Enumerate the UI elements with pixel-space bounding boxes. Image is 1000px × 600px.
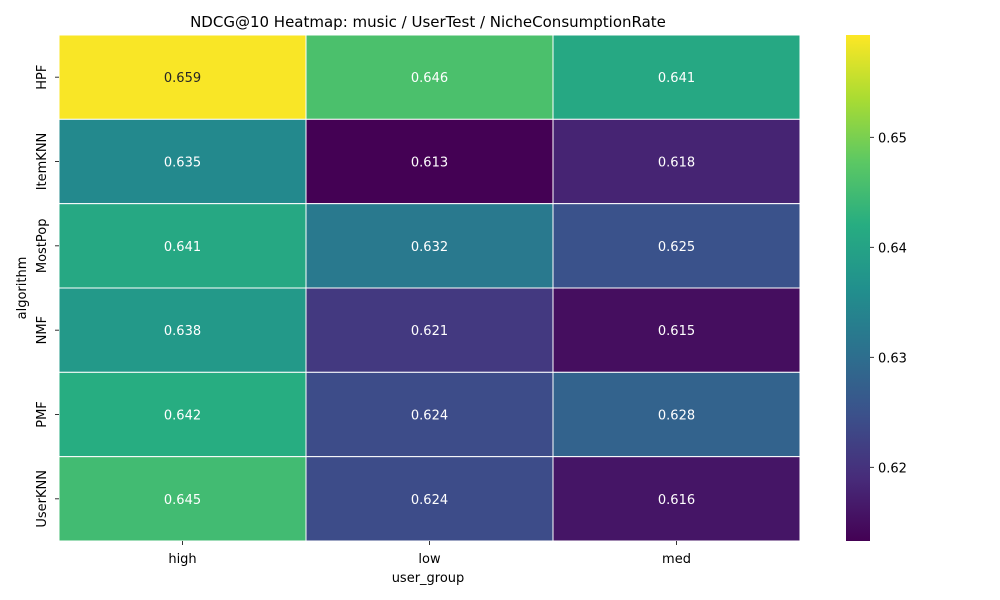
cell-value-label: 0.641 [658,71,695,86]
x-tick-label: med [662,552,691,567]
cell-value-label: 0.621 [411,324,448,339]
colorbar-ticks: 0.62 0.63 0.64 0.65 [870,131,907,476]
heatmap-cell [552,287,801,373]
colorbar-tick-label: 0.63 [878,351,907,366]
heatmap-cell [305,34,554,120]
y-tick-label: UserKNN [35,470,50,528]
heatmap-cell [58,371,307,458]
colorbar [846,35,870,541]
cell-value-label: 0.625 [658,240,695,255]
heatmap-cell [552,371,801,458]
chart-title: NDCG@10 Heatmap: music / UserTest / Nich… [190,13,666,31]
y-axis-label: algorithm [15,257,30,320]
cell-value-label: 0.624 [411,409,448,424]
heatmap-cell [58,34,307,120]
heatmap-cell [305,371,554,458]
heatmap-cells [58,34,801,542]
x-axis-label: user_group [392,571,465,586]
colorbar-tick-label: 0.65 [878,131,907,146]
cell-value-label: 0.613 [411,156,448,171]
colorbar-tick-label: 0.64 [878,241,907,256]
y-tick-label: PMF [35,401,50,428]
y-tick-label: HPF [35,65,50,90]
x-tick-label: high [168,552,196,567]
heatmap-cell [305,118,554,205]
heatmap-cell [552,118,801,205]
cell-value-label: 0.628 [658,409,695,424]
colorbar-tick-label: 0.62 [878,461,907,476]
cell-value-label: 0.659 [164,71,201,86]
cell-value-label: 0.632 [411,240,448,255]
heatmap-cell [552,34,801,120]
cell-value-label: 0.618 [658,156,695,171]
y-tick-label: NMF [35,316,50,344]
y-axis: HPF ItemKNN MostPop NMF PMF UserKNN [35,65,59,528]
heatmap-cell-labels: 0.659 0.646 0.641 0.635 0.613 0.618 0.641 0.632… [164,71,695,508]
x-tick-label: low [418,552,441,567]
heatmap-cell [58,118,307,205]
heatmap-cell [58,287,307,373]
heatmap-cell [305,203,554,289]
cell-value-label: 0.635 [164,156,201,171]
cell-value-label: 0.615 [658,324,695,339]
heatmap-cell [552,456,801,542]
cell-value-label: 0.646 [411,71,448,86]
y-tick-label: MostPop [35,219,50,274]
cell-value-label: 0.641 [164,240,201,255]
heatmap-cell [305,456,554,542]
x-axis: high low med [168,541,691,567]
cell-value-label: 0.624 [411,493,448,508]
y-tick-label: ItemKNN [35,133,50,191]
cell-value-label: 0.642 [164,409,201,424]
cell-value-label: 0.638 [164,324,201,339]
cell-value-label: 0.616 [658,493,695,508]
cell-value-label: 0.645 [164,493,201,508]
